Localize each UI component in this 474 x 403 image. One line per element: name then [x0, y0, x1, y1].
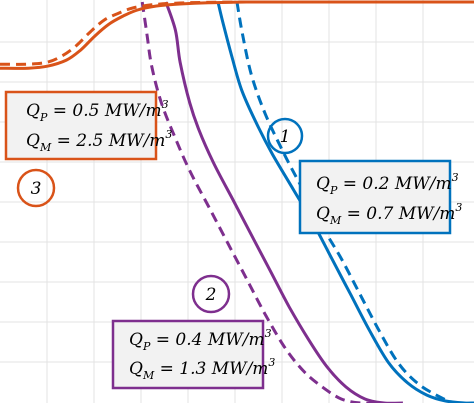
circle-label-2-ring: [191, 274, 231, 314]
series-1-solid-line: [216, 1, 474, 403]
annotation-box-3-frame: [4, 90, 158, 161]
annotation-box-1: QP = 0.2 MW/m3 QM = 0.7 MW/m3: [298, 159, 462, 235]
annotation-box-3-line1: QP = 0.5 MW/m3: [26, 98, 169, 124]
series-3-dashed-line: [0, 0, 474, 66]
annotation-box-1-line2: QM = 0.7 MW/m3: [316, 201, 462, 227]
circle-label-2: 2: [191, 274, 231, 314]
series-2-dashed-line: [140, 1, 380, 403]
circle-label-1-text: 1: [280, 127, 291, 147]
circle-label-2-text: 2: [205, 285, 217, 305]
circle-label-3: 3: [16, 168, 56, 208]
series-2-solid-line: [164, 1, 403, 403]
annotation-box-1-frame: [298, 159, 452, 235]
circle-label-1: 1: [266, 117, 304, 155]
circle-label-1-ring: [266, 117, 304, 155]
annotation-box-2-line1: QP = 0.4 MW/m3: [129, 327, 272, 353]
series-3-solid-line: [0, 0, 474, 70]
annotation-box-2-line2: QM = 1.3 MW/m3: [129, 356, 275, 382]
annotation-box-2: QP = 0.4 MW/m3 QM = 1.3 MW/m3: [111, 319, 275, 390]
circle-label-3-ring: [16, 168, 56, 208]
annotation-box-3-line2: QM = 2.5 MW/m3: [26, 128, 172, 154]
circle-label-3-text: 3: [31, 179, 42, 199]
annotation-box-2-frame: [111, 319, 265, 390]
series-1-dashed-line: [235, 1, 474, 403]
annotation-box-3: QP = 0.5 MW/m3 QM = 2.5 MW/m3: [4, 90, 172, 161]
annotation-box-1-line1: QP = 0.2 MW/m3: [316, 171, 459, 197]
